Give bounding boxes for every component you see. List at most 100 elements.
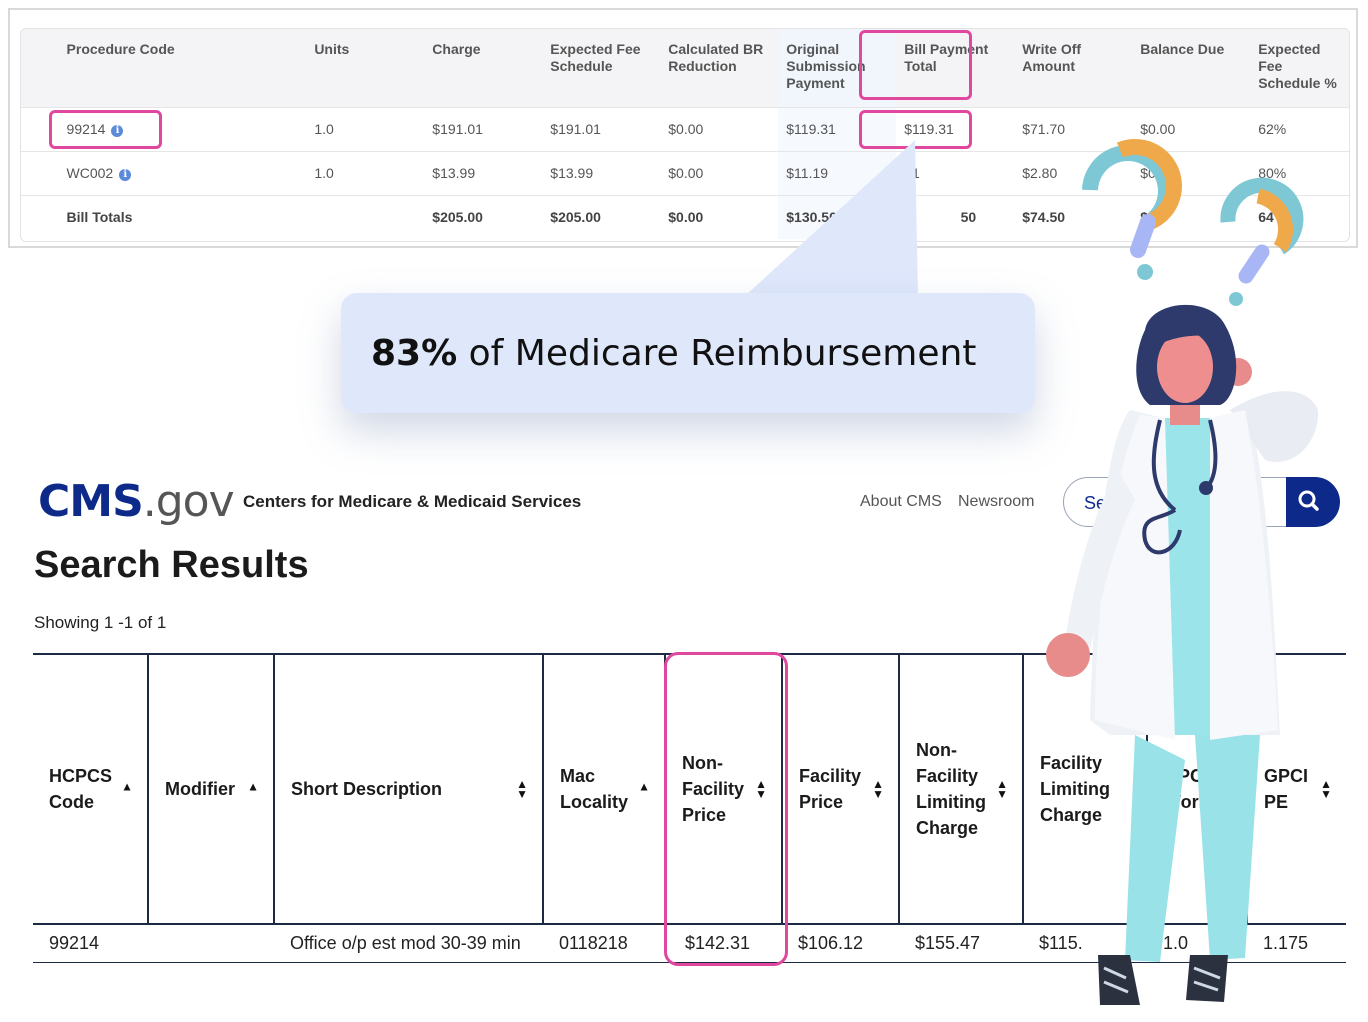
bill-totals-label: Bill Totals	[58, 194, 307, 239]
header-modifier[interactable]: Modifier ▲	[147, 653, 274, 925]
header-mac-locality[interactable]: Mac Locality ▲	[542, 653, 665, 925]
bill-cell-procedure-code: 99214 i	[58, 106, 307, 151]
bill-cell: 1.0	[306, 106, 425, 151]
sort-icon[interactable]: ▲ ▼	[996, 777, 1008, 801]
procedure-code-text[interactable]: WC002	[66, 165, 114, 181]
bill-cell: $0.00	[660, 106, 779, 151]
sort-asc-icon[interactable]: ▲	[247, 779, 259, 794]
highlight-bill-payment-value	[859, 110, 972, 149]
bill-header-calculated-br-reduction[interactable]: Calculated BR Reduction	[660, 29, 779, 107]
bill-cell: $71.70	[1014, 106, 1133, 151]
search-input[interactable]	[1082, 492, 1286, 515]
nav-about-cms[interactable]: About CMS	[860, 493, 942, 510]
bill-header-original-submission-payment[interactable]: Original Submission Payment	[778, 29, 897, 107]
header-label: Facility Price	[799, 766, 862, 812]
nav-newsroom[interactable]: Newsroom	[958, 493, 1035, 510]
sort-icon[interactable]: ▲ ▼	[516, 777, 528, 801]
cell-gpci-pe: 1.175	[1247, 924, 1346, 963]
results-count: Showing 1 -1 of 1	[34, 613, 167, 632]
bill-header-expected-fee-schedule[interactable]: Expected Fee Schedule	[542, 29, 661, 107]
bill-header-row: Procedure Code Units Charge Expected Fee…	[21, 29, 1349, 107]
procedure-code-text[interactable]: 99214	[66, 121, 106, 137]
bill-header-expected-fee-schedule-pct[interactable]: Expected Fee Schedule %	[1250, 29, 1349, 107]
cell-non-facility-price: $142.31	[665, 924, 782, 963]
header-label: Non-Facility Limiting Charge	[916, 740, 986, 838]
highlight-non-facility-price	[664, 652, 788, 966]
search-icon	[1298, 490, 1319, 511]
bill-header-charge[interactable]: Charge	[424, 29, 543, 107]
bill-total-cell: $0.00	[660, 194, 779, 239]
header-label: Short Description	[291, 779, 443, 799]
header-label: Modifier	[165, 779, 235, 799]
search-box	[1063, 477, 1313, 527]
highlight-bill-payment-header	[859, 30, 972, 100]
bill-cell: $191.01	[424, 106, 543, 151]
bill-cell: 1.0	[306, 150, 425, 195]
bill-cell-procedure-code: WC002 i	[58, 150, 307, 195]
header-non-facility-limiting-charge[interactable]: Non-Facility Limiting Charge ▲ ▼	[898, 653, 1023, 925]
info-icon[interactable]: i	[111, 125, 124, 137]
sort-asc-icon[interactable]: ▲	[638, 779, 650, 794]
bill-cell-spacer	[21, 150, 59, 195]
header-label: HCPCS Code	[49, 766, 113, 812]
bill-total-cell: $205.00	[424, 194, 543, 239]
header-gpci-work[interactable]: GPCI Work	[1146, 653, 1247, 925]
header-facility-price[interactable]: Facility Price ▲ ▼	[781, 653, 899, 925]
callout-pointer	[745, 140, 918, 296]
cms-logo[interactable]: CMS.gov	[38, 476, 235, 527]
sort-icon[interactable]: ▲ ▼	[755, 777, 767, 801]
bill-header-bill-payment-total[interactable]: Bill Payment Total	[896, 29, 1015, 107]
bill-header-units[interactable]: Units	[306, 29, 425, 107]
cms-logo-cms: CMS	[38, 476, 144, 527]
cell-modifier	[148, 924, 274, 963]
header-facility-limiting-charge[interactable]: Facility Limiting Charge	[1022, 653, 1147, 925]
sort-asc-icon[interactable]: ▲	[121, 779, 133, 794]
bill-cell: $191.01	[542, 106, 661, 151]
cell-short-description: Office o/p est mod 30-39 min	[274, 924, 543, 963]
bill-cell-spacer	[21, 194, 59, 239]
cms-logo-gov: .gov	[142, 476, 235, 527]
bill-cell: $13.99	[542, 150, 661, 195]
bill-header-procedure-code[interactable]: Procedure Code	[58, 29, 307, 107]
bill-cell: $0.00	[660, 150, 779, 195]
callout: 83% of Medicare Reimbursement	[341, 293, 1035, 413]
sort-icon[interactable]: ▲ ▼	[872, 777, 884, 801]
search-button[interactable]	[1286, 477, 1340, 527]
sort-icon[interactable]: ▲ ▼	[1320, 777, 1332, 801]
bill-row: 99214 i 1.0 $191.01 $191.01 $0.00 $119.31…	[21, 106, 1349, 151]
bill-cell: $13.99	[424, 150, 543, 195]
cell-mac-locality: 0118218	[543, 924, 665, 963]
header-label: Facility Limiting Charge	[1040, 753, 1110, 825]
header-label: Non-Facility Price	[682, 753, 745, 825]
cell-non-facility-limiting-charge: $155.47	[899, 924, 1023, 963]
header-non-facility-price[interactable]: Non-Facility Price ▲ ▼	[664, 653, 782, 925]
bill-cell-bill-payment-total: $119.31	[896, 106, 1015, 151]
callout-text: 83% of Medicare Reimbursement	[371, 333, 976, 374]
bill-cell: 62%	[1250, 106, 1349, 151]
info-icon[interactable]: i	[119, 169, 132, 181]
bill-cell: $119.31	[778, 106, 897, 151]
cell-facility-price: $106.12	[782, 924, 899, 963]
header-short-description[interactable]: Short Description ▲ ▼	[273, 653, 543, 925]
bill-header-write-off-amount[interactable]: Write Off Amount	[1014, 29, 1133, 107]
cell-hcpcs-code: 99214	[33, 924, 148, 963]
header-gpci-pe[interactable]: GPCI PE ▲ ▼	[1246, 653, 1346, 925]
callout-rest: of Medicare Reimbursement	[457, 333, 977, 374]
header-label: Mac Locality	[560, 766, 629, 812]
bill-total-cell: $205.00	[542, 194, 661, 239]
bill-header-spacer	[21, 29, 59, 107]
highlight-procedure-code	[49, 110, 162, 149]
bill-panel: Procedure Code Units Charge Expected Fee…	[8, 8, 1358, 248]
bill-card: Procedure Code Units Charge Expected Fee…	[20, 28, 1350, 242]
header-label: GPCI Work	[1164, 766, 1209, 812]
header-hcpcs-code[interactable]: HCPCS Code ▲	[33, 653, 148, 925]
bill-total-cell	[306, 194, 425, 239]
cell-facility-limiting-charge: $115.	[1023, 924, 1147, 963]
bill-header-balance-due[interactable]: Balance Due	[1132, 29, 1251, 107]
cms-subtitle: Centers for Medicare & Medicaid Services	[243, 492, 582, 511]
cell-gpci-work: 1.0	[1147, 924, 1247, 963]
callout-percentage: 83%	[371, 333, 458, 374]
page-title: Search Results	[34, 544, 309, 586]
header-label: GPCI PE	[1264, 766, 1309, 812]
